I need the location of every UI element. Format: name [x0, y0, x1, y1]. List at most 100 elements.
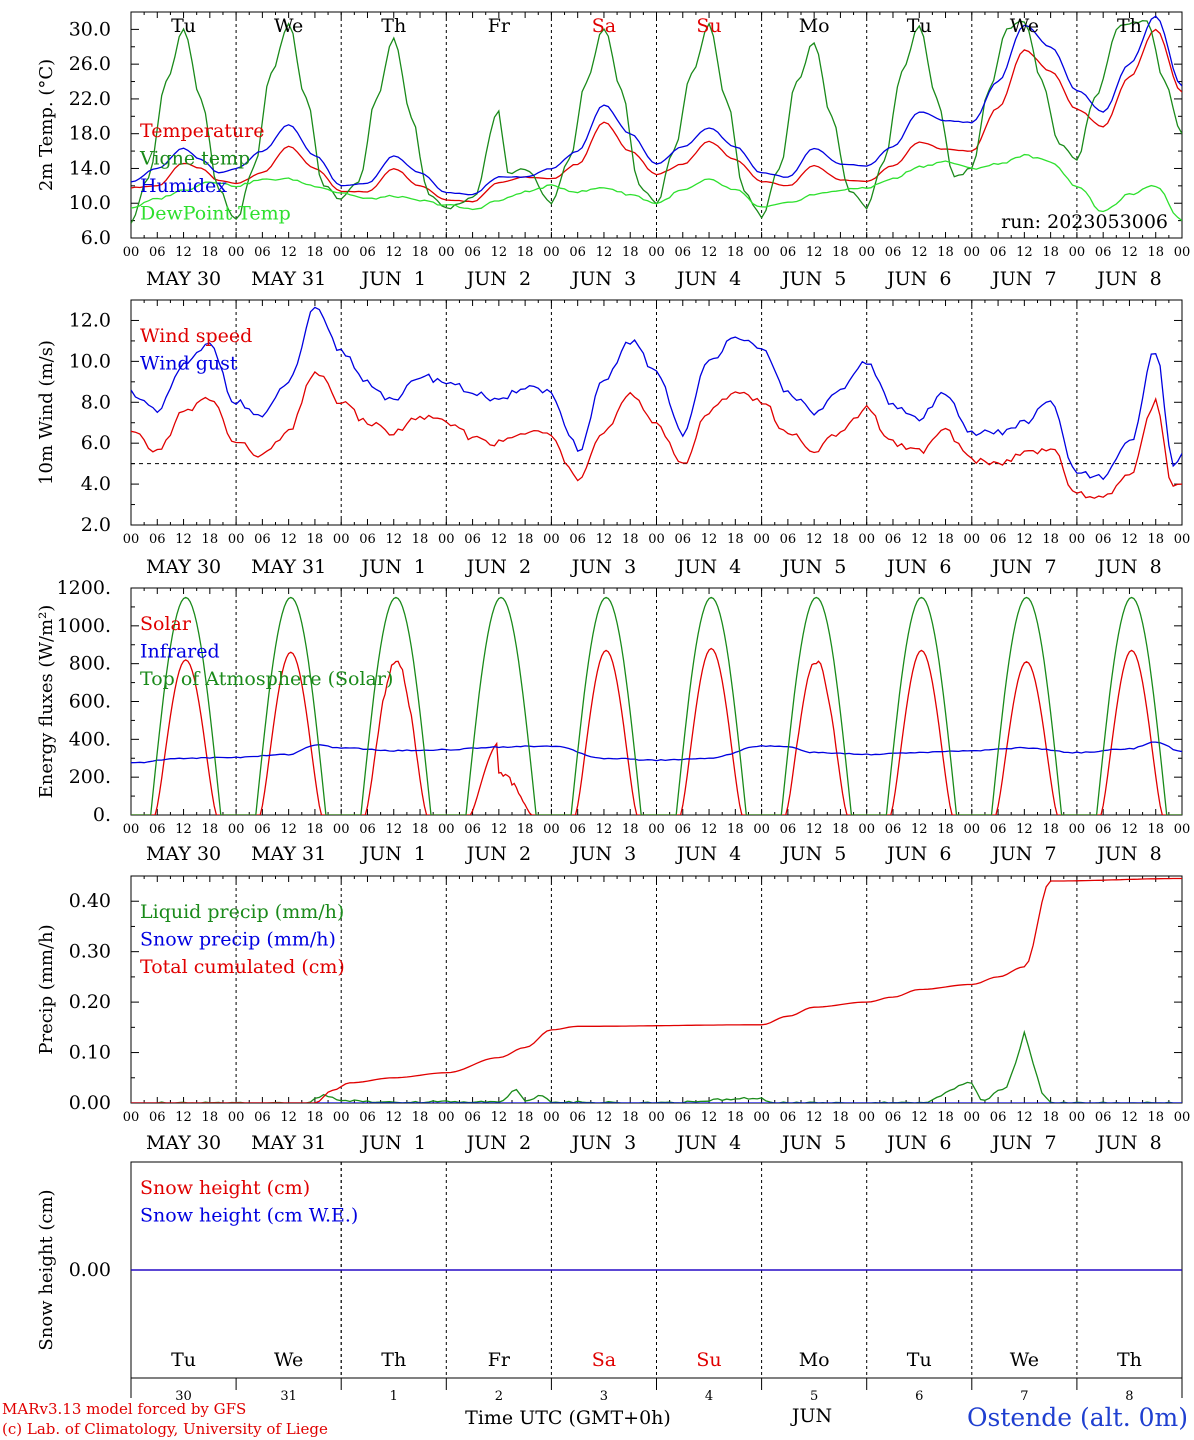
hour-tick-label: 12: [596, 532, 613, 547]
hour-tick-label: 06: [569, 1110, 586, 1125]
hour-tick-label: 18: [202, 532, 219, 547]
date-label: JUN 7: [990, 556, 1056, 578]
legend-entry: Snow height (cm W.E.): [140, 1205, 358, 1227]
panel-wind: [130, 299, 1183, 526]
hour-tick-label: 18: [832, 822, 849, 837]
day-number-label: 31: [280, 1389, 297, 1404]
weekday-label: We: [274, 15, 303, 37]
hour-tick-label: 00: [123, 1110, 140, 1125]
hour-tick-label: 00: [333, 245, 350, 260]
y-tick-label: 1000.: [57, 615, 111, 637]
hour-tick-label: 18: [832, 1110, 849, 1125]
panel-energy: [130, 587, 1183, 816]
day-number-label: 8: [1125, 1389, 1133, 1404]
y-tick-label: 10.0: [69, 350, 111, 372]
legend-entry: Humidex: [140, 175, 227, 197]
weekday-label: Th: [381, 1349, 406, 1371]
y-tick-label: 2.0: [81, 514, 111, 536]
hour-tick-label: 06: [464, 532, 481, 547]
hour-tick-label: 06: [675, 532, 692, 547]
hour-tick-label: 06: [359, 1110, 376, 1125]
hour-tick-label: 00: [333, 1110, 350, 1125]
hour-tick-label: 00: [1174, 532, 1191, 547]
hour-tick-label: 00: [753, 245, 770, 260]
day-number-label: 2: [495, 1389, 503, 1404]
hour-tick-label: 00: [123, 532, 140, 547]
hour-tick-label: 06: [885, 532, 902, 547]
y-tick-label: 14.0: [69, 157, 111, 179]
series-line-infrared: [131, 741, 1182, 764]
hour-tick-label: 18: [937, 822, 954, 837]
y-axis-label: 10m Wind (m/s): [36, 340, 57, 485]
hour-tick-label: 06: [780, 1110, 797, 1125]
hour-tick-label: 12: [1121, 1110, 1138, 1125]
date-label: JUN 3: [570, 1132, 636, 1154]
weekday-label: Fr: [488, 15, 511, 37]
hour-tick-label: 12: [701, 1110, 718, 1125]
hour-tick-label: 00: [1069, 822, 1086, 837]
hour-tick-label: 18: [202, 245, 219, 260]
hour-tick-label: 06: [1095, 822, 1112, 837]
hour-tick-label: 00: [438, 1110, 455, 1125]
y-tick-label: 0.: [93, 804, 111, 826]
series-line-temperature: [131, 28, 1182, 203]
date-label: JUN 5: [780, 1132, 846, 1154]
hour-tick-label: 12: [1016, 532, 1033, 547]
hour-tick-label: 00: [1174, 1110, 1191, 1125]
date-label: JUN 6: [885, 268, 951, 290]
hour-tick-label: 12: [280, 1110, 297, 1125]
hour-tick-label: 06: [885, 245, 902, 260]
hour-tick-label: 18: [1042, 1110, 1059, 1125]
hour-tick-label: 12: [911, 1110, 928, 1125]
hour-tick-label: 18: [1147, 1110, 1164, 1125]
weekday-label: We: [1010, 15, 1039, 37]
hour-tick-label: 00: [333, 822, 350, 837]
hour-tick-label: 12: [175, 822, 192, 837]
day-number-label: 7: [1020, 1389, 1028, 1404]
hour-tick-label: 00: [648, 822, 665, 837]
legend-entry: Vigne temp: [139, 148, 250, 170]
hour-tick-label: 18: [412, 532, 429, 547]
series-line-solar: [131, 647, 1182, 815]
hour-tick-label: 00: [648, 245, 665, 260]
y-tick-label: 600.: [69, 691, 111, 713]
date-label: JUN 3: [570, 843, 636, 865]
hour-tick-label: 12: [280, 822, 297, 837]
date-label: JUN 8: [1095, 843, 1161, 865]
hour-tick-label: 06: [464, 1110, 481, 1125]
hour-tick-label: 12: [385, 245, 402, 260]
hour-tick-label: 06: [149, 245, 166, 260]
hour-tick-label: 00: [123, 822, 140, 837]
hour-tick-label: 18: [517, 1110, 534, 1125]
hour-tick-label: 18: [202, 822, 219, 837]
y-tick-label: 4.0: [81, 473, 111, 495]
hour-tick-label: 18: [517, 532, 534, 547]
hour-tick-label: 18: [307, 822, 324, 837]
date-label: JUN 4: [675, 1132, 741, 1154]
hour-tick-label: 06: [1095, 532, 1112, 547]
y-tick-label: 12.0: [69, 309, 111, 331]
hour-tick-label: 18: [202, 1110, 219, 1125]
hour-tick-label: 06: [675, 1110, 692, 1125]
y-tick-label: 0.20: [69, 991, 111, 1013]
y-tick-label: 0.40: [69, 890, 111, 912]
date-label: MAY 30: [146, 556, 221, 578]
y-axis-label: Energy fluxes (W/m²): [36, 605, 57, 799]
hour-tick-label: 00: [228, 245, 245, 260]
y-tick-label: 800.: [69, 653, 111, 675]
y-tick-label: 8.0: [81, 391, 111, 413]
weekday-label: Mo: [799, 15, 830, 37]
lab-credit: (c) Lab. of Climatology, University of L…: [2, 1420, 328, 1438]
hour-tick-label: 00: [648, 532, 665, 547]
hour-tick-label: 06: [254, 245, 271, 260]
hour-tick-label: 12: [1016, 822, 1033, 837]
panel-frame: [130, 299, 1183, 526]
hour-tick-label: 18: [1147, 532, 1164, 547]
hour-tick-label: 18: [412, 822, 429, 837]
hour-tick-label: 18: [727, 532, 744, 547]
weekday-label: We: [274, 1349, 303, 1371]
date-label: MAY 30: [146, 268, 221, 290]
legend-entry: Liquid precip (mm/h): [140, 901, 344, 923]
date-label: MAY 31: [251, 268, 326, 290]
date-label: JUN 6: [885, 843, 951, 865]
